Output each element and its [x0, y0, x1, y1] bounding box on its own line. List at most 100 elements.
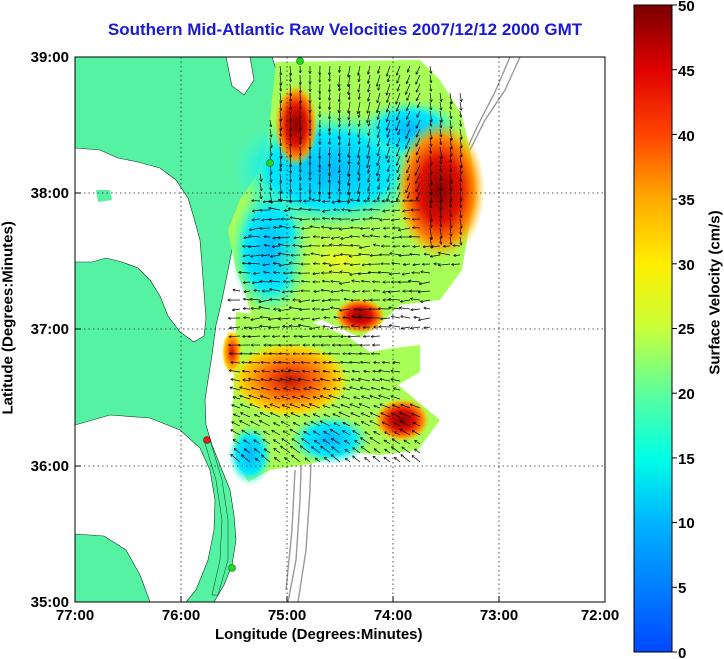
- velocity-vector: [339, 110, 340, 120]
- velocity-vector: [450, 218, 451, 228]
- velocity-vector: [379, 370, 391, 373]
- map-title: Southern Mid-Atlantic Raw Velocities 200…: [107, 20, 583, 39]
- velocity-vector: [440, 164, 441, 171]
- velocity-vector: [412, 413, 421, 418]
- velocity-vector: [413, 422, 421, 427]
- velocity-vector: [351, 413, 361, 418]
- velocity-vector: [385, 432, 391, 436]
- velocity-vector: [460, 227, 461, 235]
- velocity-vector: [324, 318, 331, 319]
- velocity-vector: [370, 396, 381, 400]
- velocity-vector: [243, 255, 251, 256]
- velocity-vector: [348, 65, 351, 77]
- velocity-vector: [339, 146, 340, 156]
- velocity-vector: [282, 299, 291, 300]
- velocity-vector: [261, 396, 271, 400]
- velocity-vector: [429, 164, 432, 174]
- velocity-vector: [359, 254, 371, 255]
- velocity-vector: [341, 290, 351, 291]
- velocity-vector: [359, 404, 371, 409]
- velocity-vector: [378, 137, 381, 146]
- velocity-vector: [290, 128, 291, 137]
- velocity-vector: [269, 219, 281, 220]
- velocity-vector: [349, 92, 350, 100]
- velocity-vector: [351, 379, 361, 382]
- velocity-vector: [300, 92, 301, 104]
- velocity-vector: [322, 209, 331, 212]
- velocity-vector: [378, 83, 381, 90]
- velocity-vector: [321, 255, 331, 256]
- velocity-vector: [319, 336, 331, 337]
- velocity-vector: [460, 209, 461, 218]
- velocity-vector: [353, 431, 361, 436]
- y-axis-label: Latitude (Degrees:Minutes): [0, 221, 17, 415]
- velocity-vector: [254, 371, 261, 372]
- station-marker-3: [203, 436, 211, 444]
- velocity-vector: [460, 182, 461, 191]
- velocity-vector: [450, 101, 451, 109]
- velocity-vector: [280, 128, 281, 136]
- velocity-vector: [418, 291, 431, 292]
- velocity-vector: [407, 164, 411, 173]
- velocity-vector: [310, 326, 321, 329]
- velocity-vector: [269, 208, 281, 211]
- velocity-vector: [329, 362, 341, 363]
- grid-lines: [75, 57, 605, 602]
- velocity-vector: [301, 237, 311, 238]
- colorbar-tick-label: 5: [678, 580, 686, 597]
- velocity-vector: [358, 101, 361, 114]
- colorbar-tick-label: 15: [678, 451, 695, 468]
- velocity-vector: [388, 299, 401, 300]
- velocity-vector: [284, 415, 291, 418]
- velocity-vector: [348, 83, 351, 95]
- velocity-vector: [424, 254, 431, 255]
- velocity-vector: [305, 458, 311, 463]
- velocity-vector: [430, 146, 431, 153]
- velocity-vector: [299, 299, 311, 302]
- velocity-vector: [233, 440, 241, 445]
- colorbar-tick-label: 25: [678, 321, 695, 338]
- velocity-vector: [368, 137, 371, 147]
- velocity-vector: [264, 406, 271, 409]
- velocity-vector: [330, 245, 341, 246]
- velocity-vector: [281, 446, 291, 454]
- velocity-vector: [251, 308, 261, 309]
- velocity-vector: [333, 255, 341, 256]
- velocity-vector: [232, 422, 241, 427]
- velocity-vector: [460, 173, 461, 182]
- velocity-vector: [250, 326, 261, 328]
- velocity-vector: [429, 173, 432, 185]
- velocity-vector: [301, 405, 311, 409]
- y-tick-label: 37:00: [31, 321, 69, 338]
- velocity-vector: [339, 119, 340, 127]
- velocity-vector: [381, 388, 391, 391]
- velocity-vector: [280, 101, 281, 111]
- velocity-vector: [391, 201, 401, 202]
- velocity-vector: [361, 447, 371, 454]
- velocity-vector: [251, 317, 261, 320]
- velocity-vector: [271, 413, 281, 418]
- velocity-vector: [290, 217, 301, 220]
- velocity-vector: [270, 289, 281, 292]
- velocity-vector: [332, 405, 341, 409]
- velocity-vector: [332, 447, 341, 454]
- velocity-vector: [233, 290, 241, 291]
- velocity-vector: [240, 404, 251, 409]
- velocity-vector: [234, 449, 241, 454]
- velocity-vector: [440, 119, 441, 128]
- velocity-vector: [279, 308, 291, 311]
- x-tick-label: 75:00: [268, 607, 306, 624]
- velocity-vector: [440, 137, 441, 145]
- velocity-vector: [280, 110, 281, 121]
- velocity-vector: [450, 155, 451, 162]
- velocity-vector: [243, 299, 251, 300]
- velocity-vector: [352, 281, 361, 282]
- velocity-vector: [429, 110, 432, 122]
- velocity-vector: [440, 155, 441, 164]
- velocity-vector: [416, 92, 421, 101]
- velocity-vector: [358, 146, 361, 158]
- velocity-vector: [290, 101, 291, 110]
- colorbar-tick-label: 40: [678, 128, 695, 145]
- velocity-vector: [364, 371, 371, 372]
